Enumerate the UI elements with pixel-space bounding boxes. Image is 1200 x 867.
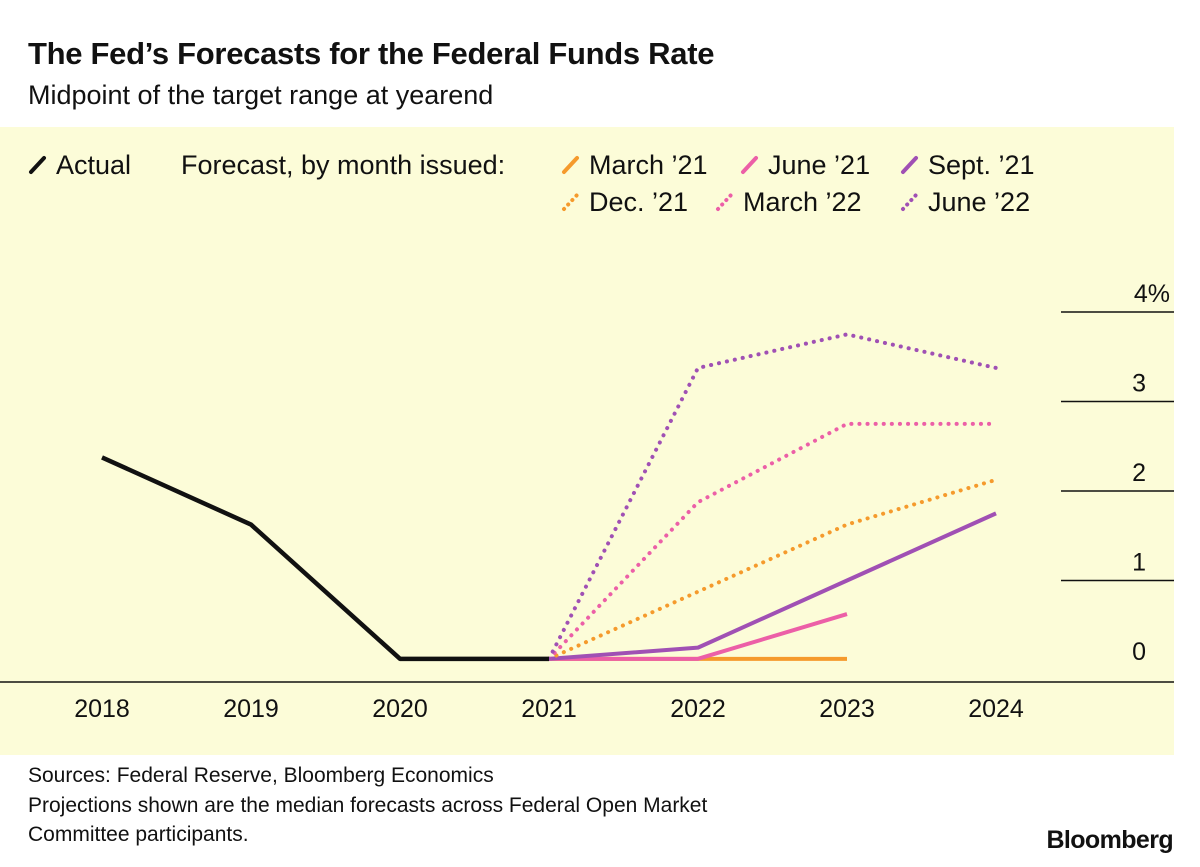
legend-item-dec21: Dec. ’21 bbox=[561, 185, 688, 219]
series-line-actual bbox=[101, 455, 549, 662]
legend-item-march21: March ’21 bbox=[561, 148, 708, 182]
bloomberg-logo: Bloomberg bbox=[1046, 826, 1173, 854]
legend-swatch-sept21 bbox=[901, 156, 918, 174]
chart-panel: Actual Forecast, by month issued: March … bbox=[0, 127, 1174, 755]
y-tick-label: 3 bbox=[1132, 370, 1146, 398]
legend-label-march21: March ’21 bbox=[589, 149, 708, 180]
legend-label-june22: June ’22 bbox=[928, 186, 1031, 217]
legend-item-march22: March ’22 bbox=[715, 185, 862, 219]
x-tick-label: 2023 bbox=[819, 695, 875, 723]
series-line-june21 bbox=[549, 612, 848, 661]
series-line-sept21 bbox=[548, 511, 997, 661]
series-line-dec21 bbox=[547, 477, 998, 661]
y-tick-label: 1 bbox=[1132, 549, 1146, 577]
x-tick-label: 2022 bbox=[670, 695, 726, 723]
x-tick-label: 2021 bbox=[521, 695, 577, 723]
legend-label-june21: June ’21 bbox=[768, 149, 871, 180]
series-line-june22 bbox=[547, 332, 998, 661]
legend-label-actual: Actual bbox=[56, 149, 132, 180]
y-tick-label: 0 bbox=[1132, 638, 1146, 666]
x-tick-label: 2018 bbox=[74, 695, 130, 723]
x-tick-label: 2024 bbox=[968, 695, 1024, 723]
legend-swatch-actual bbox=[29, 156, 46, 174]
legend-label-dec21: Dec. ’21 bbox=[589, 186, 689, 217]
x-tick-label: 2020 bbox=[372, 695, 428, 723]
sources-note: Sources: Federal Reserve, Bloomberg Econ… bbox=[28, 764, 494, 787]
legend-item-june21: June ’21 bbox=[740, 148, 870, 182]
legend-label-march22: March ’22 bbox=[743, 186, 862, 217]
line-chart: 0 1 2 3 4% 2018 2019 2020 2021 2022 2023 2024 bbox=[0, 280, 1174, 723]
legend-label-forecast-prefix: Forecast, by month issued: bbox=[181, 149, 506, 180]
chart-subtitle: Midpoint of the target range at yearend bbox=[28, 80, 494, 110]
legend-item-sept21: Sept. ’21 bbox=[900, 148, 1035, 182]
legend-label-sept21: Sept. ’21 bbox=[928, 149, 1035, 180]
projection-note-line2: Committee participants. bbox=[28, 823, 249, 846]
chart-title: The Fed’s Forecasts for the Federal Fund… bbox=[28, 36, 715, 71]
legend-item-actual: Actual bbox=[28, 148, 131, 182]
projection-note-line1: Projections shown are the median forecas… bbox=[28, 794, 708, 817]
legend-swatch-march21 bbox=[562, 156, 579, 174]
y-tick-label: 2 bbox=[1132, 459, 1146, 487]
x-tick-label: 2019 bbox=[223, 695, 279, 723]
legend-swatch-june21 bbox=[741, 156, 758, 174]
y-tick-label: 4% bbox=[1134, 280, 1170, 308]
legend-item-june22: June ’22 bbox=[900, 185, 1030, 219]
legend-forecast-prefix: Forecast, by month issued: bbox=[181, 148, 505, 182]
series-line-march22 bbox=[547, 421, 998, 661]
